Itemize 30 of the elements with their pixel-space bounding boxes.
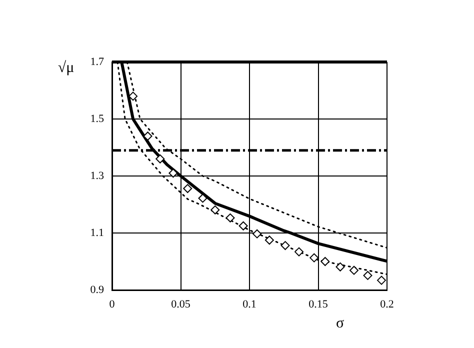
x-tick-label: 0	[109, 298, 116, 310]
y-tick-label: 0.9	[90, 284, 104, 296]
y-tick-label: 1.7	[90, 56, 104, 68]
x-tick-label: 0.15	[308, 298, 328, 310]
point	[143, 132, 152, 141]
point	[156, 154, 165, 164]
x-axis-title: σ	[336, 315, 344, 332]
point	[264, 236, 274, 245]
y-tick-label: 1.5	[90, 112, 104, 125]
y-tick-label: 1.3	[90, 170, 104, 182]
point	[350, 266, 358, 275]
point	[183, 184, 192, 194]
point	[310, 253, 319, 262]
x-tick-label: 0.1	[242, 298, 256, 310]
point	[252, 229, 262, 238]
point	[210, 205, 220, 214]
x-tick-label: 0.2	[380, 298, 394, 310]
point	[320, 257, 330, 266]
point	[238, 221, 248, 230]
point	[226, 213, 235, 222]
x-tick-label: 0.05	[171, 298, 191, 310]
y-axis-title: √μ	[58, 60, 74, 76]
point	[363, 270, 372, 280]
point	[128, 92, 138, 101]
point	[198, 194, 208, 203]
point	[280, 241, 290, 250]
point	[377, 276, 386, 285]
point	[336, 262, 345, 272]
y-tick-label: 1.1	[90, 226, 104, 239]
point	[294, 247, 304, 256]
